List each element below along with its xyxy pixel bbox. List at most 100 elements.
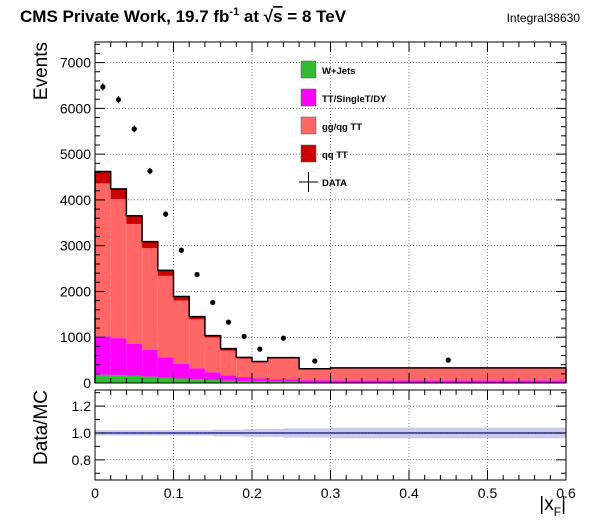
x-tick-label: 0.6 — [556, 485, 576, 501]
stack-outline — [94, 170, 567, 383]
x-tick-label: 0.1 — [164, 485, 184, 501]
histogram-bar — [95, 374, 111, 383]
x-tick-label: 0 — [91, 485, 99, 501]
histogram-bar — [173, 378, 190, 383]
x-axis-label-main: |x — [539, 494, 554, 515]
x-tick-label: 0.3 — [321, 485, 341, 501]
x-axis-label: |xF| — [539, 494, 566, 519]
histogram-bar — [236, 377, 252, 382]
histogram-bar — [142, 241, 158, 248]
histogram-bar — [330, 368, 566, 381]
histogram-bar — [204, 380, 221, 383]
y-tick-label: 3000 — [60, 238, 91, 254]
title-prefix: CMS Private Work, 19.7 fb — [20, 7, 229, 26]
data-point — [241, 333, 247, 339]
histogram-bar — [220, 380, 237, 383]
data-point — [312, 358, 318, 364]
histogram-bar — [299, 369, 331, 381]
x-axis-label-sub: F — [554, 505, 561, 519]
sqrt-symbol: √ — [264, 7, 274, 26]
histogram-bar — [267, 358, 300, 380]
y-tick-label: 1000 — [60, 329, 91, 345]
histogram-bar — [330, 380, 566, 383]
legend-swatch — [300, 116, 317, 135]
data-point — [210, 299, 216, 306]
ratio-y-tick-label: 1.2 — [72, 398, 92, 414]
data-point — [147, 168, 153, 174]
y-tick-label: 7000 — [60, 55, 91, 71]
data-point — [178, 247, 184, 253]
ratio-y-tick-label: 1.0 — [72, 425, 92, 441]
histogram-bar — [142, 350, 158, 377]
histogram-bar — [173, 296, 190, 301]
ratio-y-axis: 0.8 1.0 1.2 — [72, 392, 566, 474]
data-point — [163, 211, 169, 217]
plot-title: CMS Private Work, 19.7 fb-1 at √s = 8 Te… — [20, 6, 347, 26]
histogram-bar — [189, 319, 205, 369]
histogram-bar — [95, 171, 111, 184]
legend-swatch — [300, 88, 317, 107]
histogram-bar — [220, 348, 237, 351]
legend-label: gg/qg TT — [322, 122, 362, 133]
histogram-bar — [110, 338, 127, 376]
main-panel: 0 1000 2000 3000 4000 5000 6000 7000 Events W+J… — [31, 41, 567, 391]
title-mid: at — [239, 7, 264, 26]
histogram-bar — [204, 337, 221, 373]
histogram-bar — [157, 270, 174, 276]
x-tick-label: 0.5 — [478, 485, 498, 501]
histogram-bar — [126, 223, 143, 344]
legend-label: qq TT — [322, 150, 348, 161]
histogram-bar — [95, 183, 111, 337]
data-point — [194, 271, 200, 278]
series-tt-singlet-dy — [95, 336, 566, 383]
histogram-bar — [126, 343, 143, 376]
x-tick-label: 0.2 — [242, 485, 262, 501]
ratio-y-axis-label: Data/MC — [31, 390, 52, 465]
histogram-bar — [157, 357, 174, 378]
histogram-bar — [126, 215, 143, 224]
data-point — [100, 84, 106, 90]
histogram-bar — [252, 378, 268, 382]
histogram-bar — [252, 381, 268, 383]
data-point — [115, 97, 122, 103]
histogram-bar — [110, 198, 127, 339]
sqrt-s: s — [273, 7, 282, 26]
histogram-bar — [110, 188, 127, 199]
y-tick-label: 4000 — [60, 192, 91, 208]
legend-swatch — [300, 60, 317, 79]
data-points — [100, 83, 451, 364]
x-axis: 0 0.1 0.2 0.3 0.4 0.5 0.6 — [91, 390, 576, 501]
ratio-y-tick-label: 0.8 — [72, 452, 92, 468]
histogram-bar — [189, 368, 205, 380]
stacked-histogram — [94, 170, 567, 383]
legend: W+Jets TT/SingleT/DY gg/qg TT qq TT DATA — [299, 60, 387, 192]
legend-label: DATA — [322, 178, 347, 189]
y-tick-label: 0 — [83, 375, 91, 391]
y-tick-label: 5000 — [60, 146, 91, 162]
main-x-ticks — [94, 42, 567, 383]
histogram-bar — [204, 372, 221, 381]
histogram-bar — [110, 375, 127, 383]
histogram-bar — [252, 362, 268, 379]
data-point — [225, 319, 232, 325]
histogram-bar — [220, 375, 237, 381]
data-point — [257, 346, 263, 352]
y-tick-label: 6000 — [60, 100, 91, 116]
histogram-bar — [142, 247, 158, 351]
data-point — [131, 126, 137, 132]
data-point — [445, 357, 451, 363]
histogram-bar — [142, 376, 158, 383]
y-axis-label: Events — [31, 42, 52, 100]
data-point — [280, 335, 286, 341]
histogram-bar — [236, 381, 252, 383]
title-superscript: -1 — [229, 6, 239, 18]
histogram-bar — [173, 300, 190, 364]
histogram-bar — [204, 335, 221, 338]
histogram-bar — [236, 358, 252, 378]
main-y-axis: 0 1000 2000 3000 4000 5000 6000 7000 — [60, 43, 566, 391]
histogram-bar — [126, 375, 143, 383]
integral-label: Integral38630 — [507, 11, 581, 25]
x-axis-label-end: | — [561, 494, 566, 515]
series-gg-qg-tt — [95, 183, 566, 381]
